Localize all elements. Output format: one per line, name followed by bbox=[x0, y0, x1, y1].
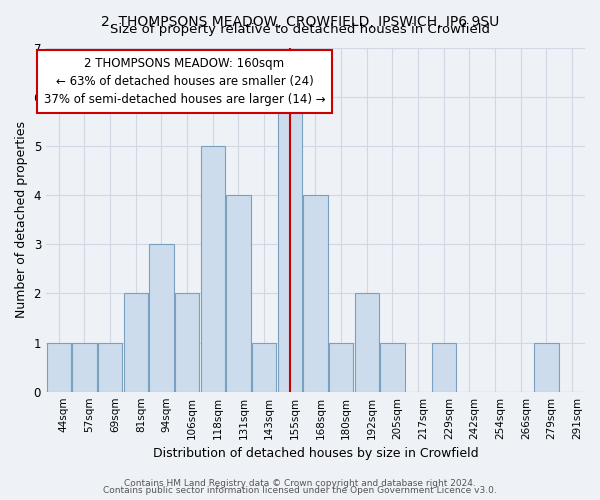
Text: 2 THOMPSONS MEADOW: 160sqm
← 63% of detached houses are smaller (24)
37% of semi: 2 THOMPSONS MEADOW: 160sqm ← 63% of deta… bbox=[44, 58, 325, 106]
Y-axis label: Number of detached properties: Number of detached properties bbox=[15, 121, 28, 318]
Bar bbox=[149, 244, 173, 392]
Bar bbox=[252, 342, 277, 392]
Bar bbox=[380, 342, 404, 392]
Bar bbox=[535, 342, 559, 392]
Bar bbox=[278, 96, 302, 392]
Bar bbox=[355, 294, 379, 392]
Bar bbox=[329, 342, 353, 392]
Bar bbox=[303, 195, 328, 392]
Text: Contains public sector information licensed under the Open Government Licence v3: Contains public sector information licen… bbox=[103, 486, 497, 495]
Bar bbox=[47, 342, 71, 392]
Text: Contains HM Land Registry data © Crown copyright and database right 2024.: Contains HM Land Registry data © Crown c… bbox=[124, 478, 476, 488]
Bar bbox=[226, 195, 251, 392]
Text: 2, THOMPSONS MEADOW, CROWFIELD, IPSWICH, IP6 9SU: 2, THOMPSONS MEADOW, CROWFIELD, IPSWICH,… bbox=[101, 15, 499, 29]
Bar bbox=[124, 294, 148, 392]
Bar bbox=[431, 342, 456, 392]
X-axis label: Distribution of detached houses by size in Crowfield: Distribution of detached houses by size … bbox=[152, 447, 478, 460]
Text: Size of property relative to detached houses in Crowfield: Size of property relative to detached ho… bbox=[110, 22, 490, 36]
Bar bbox=[98, 342, 122, 392]
Bar bbox=[175, 294, 199, 392]
Bar bbox=[72, 342, 97, 392]
Bar bbox=[200, 146, 225, 392]
